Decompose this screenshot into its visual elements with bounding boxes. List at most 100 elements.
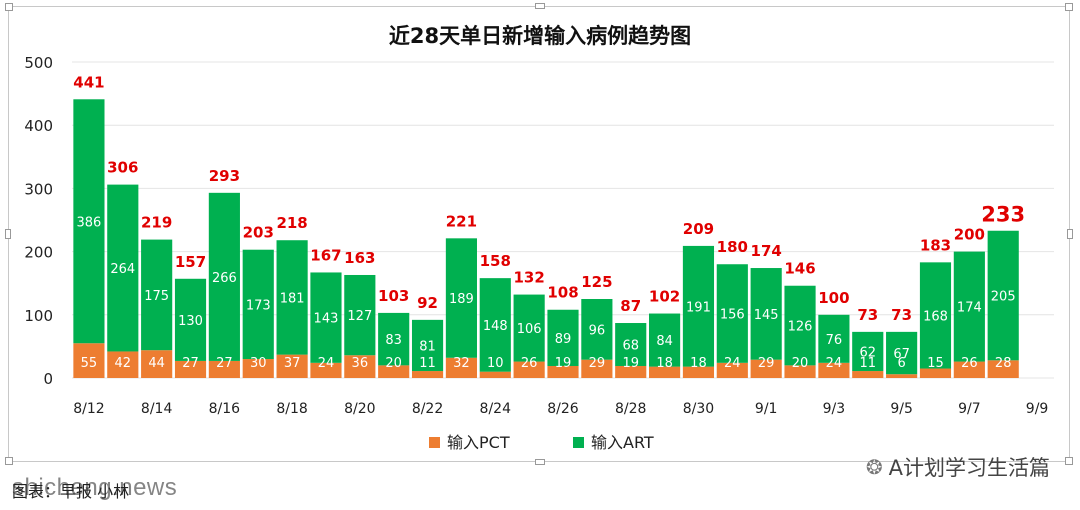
data-label-pct: 11 xyxy=(859,356,876,371)
x-tick-label: 8/30 xyxy=(683,401,714,417)
data-label-art: 127 xyxy=(347,309,372,324)
bar-pct xyxy=(411,371,444,378)
bar-art xyxy=(750,268,782,360)
watermark-text: shicheng.news xyxy=(12,474,178,501)
resize-handle-left[interactable] xyxy=(5,229,11,239)
data-label-pct: 15 xyxy=(927,356,944,371)
data-label-pct: 24 xyxy=(318,356,335,371)
bar-pct xyxy=(750,359,782,378)
data-label-total: 100 xyxy=(818,289,849,307)
bar-pct xyxy=(716,362,748,378)
wechat-icon: ❂ xyxy=(865,455,883,479)
bar-art xyxy=(852,331,884,372)
y-tick-label: 100 xyxy=(24,307,53,325)
data-label-art: 67 xyxy=(893,347,910,362)
data-label-total: 158 xyxy=(480,252,511,270)
data-label-pct: 6 xyxy=(897,356,905,371)
bar-pct xyxy=(344,355,376,378)
data-label-total: 73 xyxy=(891,306,912,324)
data-label-total: 221 xyxy=(446,212,477,230)
brand: ❂ A计划学习生活篇 xyxy=(866,452,1050,482)
bar-art xyxy=(141,239,173,351)
x-tick-label: 9/7 xyxy=(958,401,981,417)
resize-handle-bottom-right[interactable] xyxy=(1065,457,1073,465)
x-tick-label: 8/24 xyxy=(480,401,512,417)
bar-art xyxy=(784,285,816,366)
data-label-art: 181 xyxy=(280,291,305,306)
data-label-total: 174 xyxy=(751,242,782,260)
y-tick-label: 0 xyxy=(43,370,53,388)
brand-label: A计划学习生活篇 xyxy=(888,456,1050,480)
x-tick-label: 8/20 xyxy=(344,401,375,417)
resize-handle-top-left[interactable] xyxy=(5,3,13,11)
bar-art xyxy=(886,331,918,375)
y-tick-label: 500 xyxy=(24,54,53,72)
bar-art xyxy=(73,99,105,344)
bar-art xyxy=(479,278,511,372)
data-label-total: 163 xyxy=(344,249,375,267)
bar-pct xyxy=(242,359,274,378)
legend: 输入PCT 输入ART xyxy=(429,433,654,452)
data-label-total: 209 xyxy=(683,220,714,238)
bar-art xyxy=(174,278,207,361)
legend-label: 输入PCT xyxy=(447,433,510,452)
chart-frame: 55 386 441 42 264 306 44 175 219 27 130 157 27 266 293… xyxy=(5,3,1073,465)
data-label-art: 168 xyxy=(923,309,948,324)
data-label-total: 293 xyxy=(209,167,240,185)
bar-art xyxy=(682,245,715,367)
data-label-art: 89 xyxy=(555,332,572,347)
data-label-art: 126 xyxy=(788,320,813,335)
data-label-pct: 26 xyxy=(961,356,978,371)
data-label-pct: 36 xyxy=(352,356,369,371)
resize-handle-top-right[interactable] xyxy=(1065,3,1073,11)
data-label-pct: 42 xyxy=(115,356,132,371)
data-label-art: 145 xyxy=(754,308,779,323)
data-label-total: 306 xyxy=(107,159,138,177)
bar-pct xyxy=(174,360,207,378)
data-label-total: 183 xyxy=(920,236,951,254)
data-label-pct: 55 xyxy=(81,356,98,371)
y-tick-label: 300 xyxy=(24,180,53,198)
chart-source: 图表：早报 小林 xyxy=(12,482,130,501)
x-tick-label: 8/14 xyxy=(141,401,173,417)
data-label-total: 73 xyxy=(857,306,878,324)
data-label-total: 219 xyxy=(141,214,172,232)
data-label-art: 266 xyxy=(212,271,237,286)
data-label-pct: 11 xyxy=(419,356,436,371)
data-label-pct: 20 xyxy=(792,356,809,371)
data-label-pct: 24 xyxy=(724,356,741,371)
data-label-total: 157 xyxy=(175,253,206,271)
data-label-pct: 18 xyxy=(656,356,673,371)
data-label-pct: 18 xyxy=(690,356,707,371)
data-label-pct: 32 xyxy=(453,356,470,371)
data-label-pct: 24 xyxy=(826,356,843,371)
legend-swatch xyxy=(429,437,440,448)
bar-pct xyxy=(953,361,985,378)
bar-art xyxy=(547,309,579,366)
x-tick-label: 9/5 xyxy=(890,401,913,417)
x-tick-label: 8/12 xyxy=(73,401,104,417)
resize-handle-right[interactable] xyxy=(1067,229,1073,239)
data-label-art: 143 xyxy=(314,312,339,327)
bar-pct xyxy=(445,357,477,378)
bar-art xyxy=(378,312,410,366)
data-label-art: 205 xyxy=(991,290,1016,305)
legend-label: 输入ART xyxy=(591,433,654,452)
bar-chart: 5538644142264306441752192713015727266293… xyxy=(24,24,1054,452)
resize-handle-bottom-left[interactable] xyxy=(5,457,13,465)
data-label-art: 84 xyxy=(656,334,673,349)
data-label-pct: 37 xyxy=(284,356,301,371)
resize-handle-bottom[interactable] xyxy=(535,459,545,465)
bar-pct xyxy=(615,365,647,378)
data-label-pct: 20 xyxy=(385,356,402,371)
data-label-total: 180 xyxy=(717,238,748,256)
resize-handle-top[interactable] xyxy=(535,3,545,9)
bar-pct xyxy=(310,362,342,378)
bar-pct xyxy=(886,374,918,378)
data-label-art: 148 xyxy=(483,319,508,334)
axes: 0 100 200 300 400 500 8/12 8/14 8/16 8/18 8/20 8/22… xyxy=(24,54,1048,417)
bar-art xyxy=(107,184,139,352)
x-tick-label: 9/9 xyxy=(1026,401,1049,417)
data-label-art: 106 xyxy=(517,322,542,337)
data-label-art: 386 xyxy=(77,215,102,230)
